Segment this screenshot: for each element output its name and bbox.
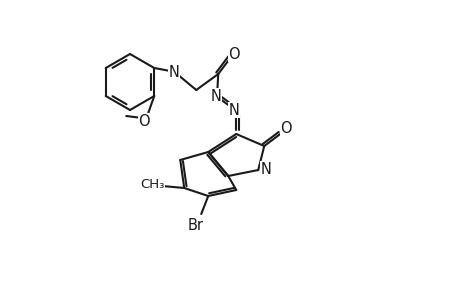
Text: O: O (138, 113, 150, 128)
Text: O: O (280, 121, 291, 136)
Text: N: N (228, 103, 239, 118)
Text: N: N (260, 161, 271, 176)
Text: CH₃: CH₃ (140, 178, 164, 191)
Text: N: N (210, 88, 221, 104)
Text: O: O (228, 46, 240, 62)
Text: Br: Br (187, 218, 203, 233)
Text: N: N (168, 64, 179, 80)
